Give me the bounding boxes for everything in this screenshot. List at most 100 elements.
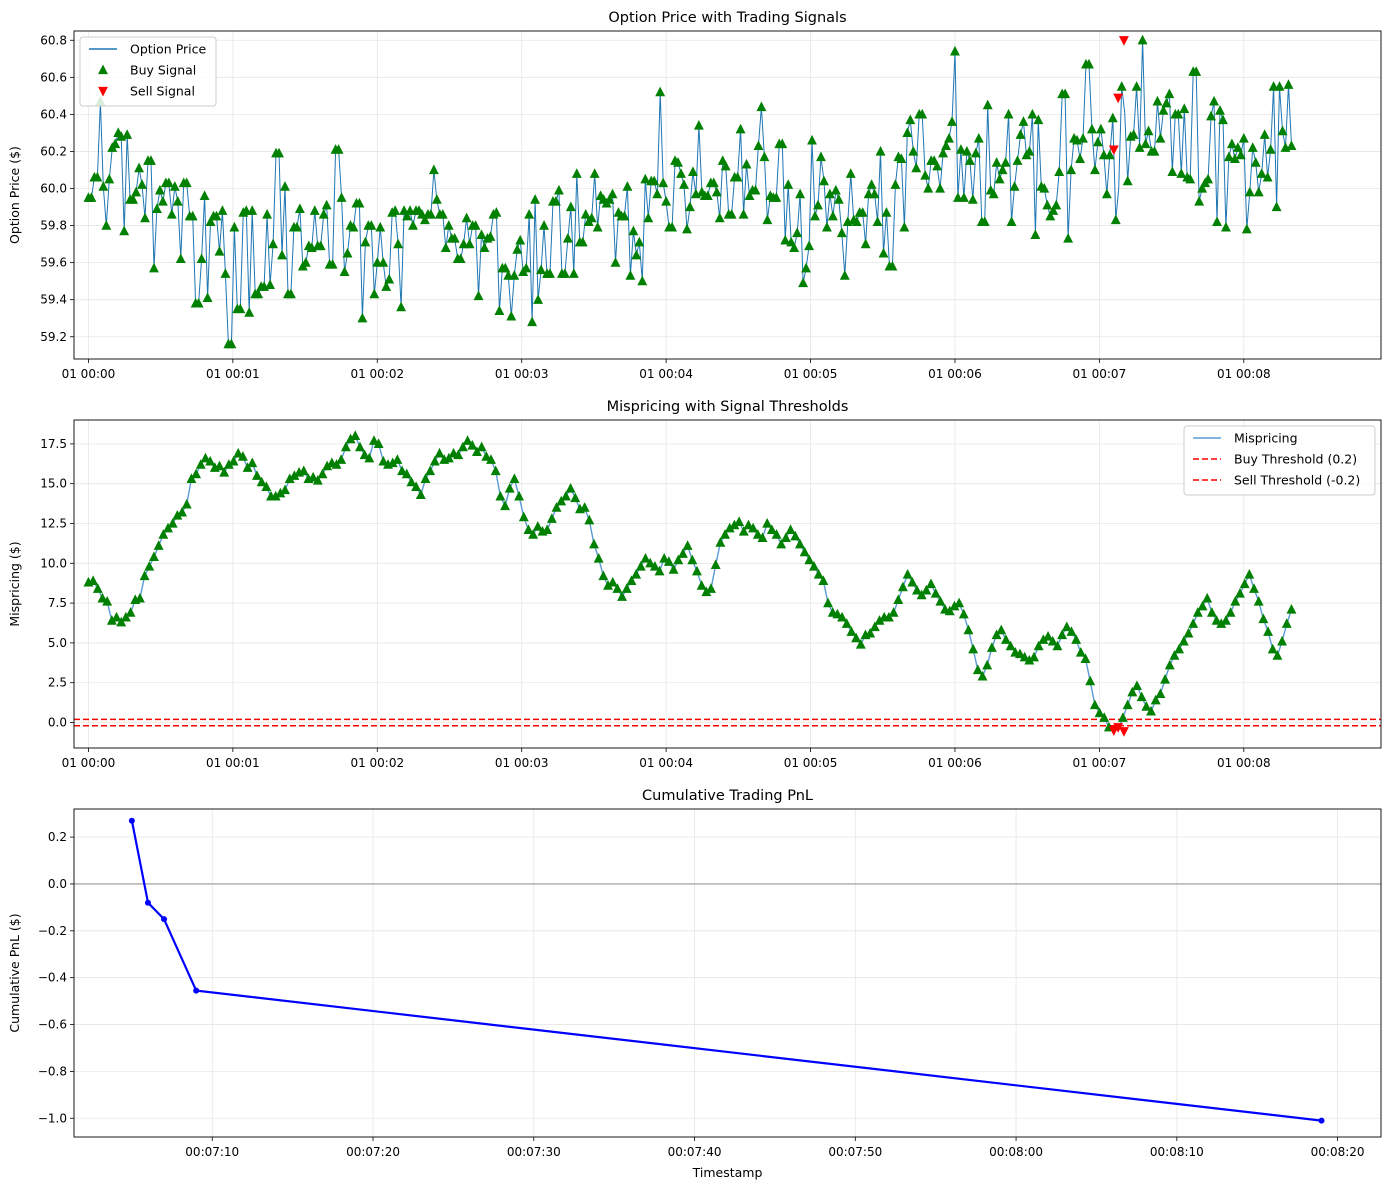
buy-signal-marker [1173,108,1184,119]
buy-signal-marker [536,264,547,275]
buy-signal-marker [528,529,539,539]
buy-signal-marker [220,268,231,278]
buy-signal-marker [1194,195,1205,206]
buy-signal-marker [1225,607,1236,617]
buy-signal-marker [146,155,156,165]
buy-signal-marker [1015,129,1026,139]
buy-signal-marker [1235,588,1245,598]
y-tick-label: 60.0 [40,182,67,196]
buy-signal-marker [878,247,889,258]
buy-signal-marker [950,45,960,56]
buy-signal-marker [738,208,749,219]
buy-signal-marker [1239,578,1250,589]
buy-signal-marker [1244,186,1255,197]
buy-signal-marker [1005,640,1016,651]
legend-box [79,36,217,107]
buy-signal-marker [539,220,549,230]
buy-signal-marker [384,273,395,284]
buy-signal-marker [617,591,628,601]
sell-signal-marker [1113,93,1124,104]
buy-signal-marker [228,455,239,466]
buy-signal-marker [1094,707,1105,718]
buy-signal-marker [339,266,350,277]
buy-signal-marker [841,618,852,628]
buy-signal-marker [954,597,965,608]
buy-signal-marker [274,147,284,158]
buy-signal-marker [604,194,615,204]
buy-signal-marker [420,473,431,484]
buy-signal-marker [830,184,841,195]
buy-signal-marker [823,597,833,608]
buy-signal-marker [930,588,941,598]
buy-signal-marker [593,553,604,563]
buy-signal-marker [345,433,356,444]
y-tick-label: 17.5 [40,437,67,451]
buy-signal-marker [1203,173,1214,184]
buy-signal-marker [626,575,637,585]
buy-signal-marker [748,522,759,533]
mispricing-chart: 01 00:00 01 00:01 01 00:02 01 00:03 01 00:04… [7,399,1382,770]
buy-signal-marker [866,179,877,189]
y-axis-label: Option Price ($) [7,146,22,244]
buy-signal-marker [429,455,440,466]
buy-signal-marker [795,538,805,549]
buy-signal-marker [824,188,835,199]
buy-signal-marker [428,164,439,175]
buy-signal-marker [342,247,353,258]
sell-signal-marker [1113,723,1124,733]
buy-signal-marker [318,208,329,219]
buy-signal-marker [172,195,183,206]
buy-signal-marker [562,233,573,243]
legend-label: Mispricing [1234,431,1298,446]
buy-signal-marker [795,188,806,199]
buy-signal-marker [935,183,946,193]
buy-signal-marker [461,212,472,223]
y-tick-label: 59.6 [40,256,67,270]
buy-signal-marker [252,470,262,480]
buy-signal-marker [149,551,159,562]
buy-signal-marker [1084,58,1094,69]
buy-signal-marker [167,517,178,528]
x-tick-label: 00:08:20 [1311,1145,1365,1159]
buy-signal-marker [677,548,688,558]
buy-signal-marker [869,188,880,199]
buy-signal-marker [1158,105,1169,115]
buy-signal-marker [1258,613,1269,624]
x-tick-label: 01 00:07 [1073,756,1127,770]
buy-signal-marker [845,168,856,178]
buy-signal-marker [1241,223,1252,234]
buy-signal-marker [434,447,445,458]
buy-signal-marker [1174,643,1185,654]
buy-signal-marker [396,301,407,312]
y-tick-label: 60.6 [40,70,67,84]
legend-label: Sell Threshold (-0.2) [1234,473,1360,488]
buy-signal-marker [277,249,287,260]
buy-signal-marker [1281,618,1292,628]
buy-signal-marker [701,586,712,597]
buy-signal-marker [1206,110,1217,121]
buy-signal-marker [941,140,951,151]
buy-signal-marker [1045,210,1056,221]
buy-signal-marker [1235,149,1246,160]
buy-signal-marker [631,249,642,260]
buy-signal-marker [546,513,557,523]
y-tick-label: 60.4 [40,107,67,121]
buy-signal-marker [687,554,698,565]
buy-signal-marker [682,223,692,234]
buy-signal-marker [172,510,183,520]
buy-signal-marker [961,145,972,156]
buy-signal-marker [807,134,817,145]
buy-signal-marker [411,481,422,491]
buy-signal-marker [652,188,663,199]
buy-signal-marker [649,175,660,186]
x-tick-label: 00:07:50 [828,1145,882,1159]
buy-signal-marker [196,253,207,264]
buy-signal-marker [780,532,791,542]
buy-signal-marker [640,553,651,563]
buy-signal-marker [485,231,496,241]
buy-signal-marker [799,546,810,557]
buy-signal-marker [509,270,520,280]
buy-signal-marker [902,568,913,579]
buy-signal-marker [935,596,946,606]
plot-area [83,34,1297,349]
